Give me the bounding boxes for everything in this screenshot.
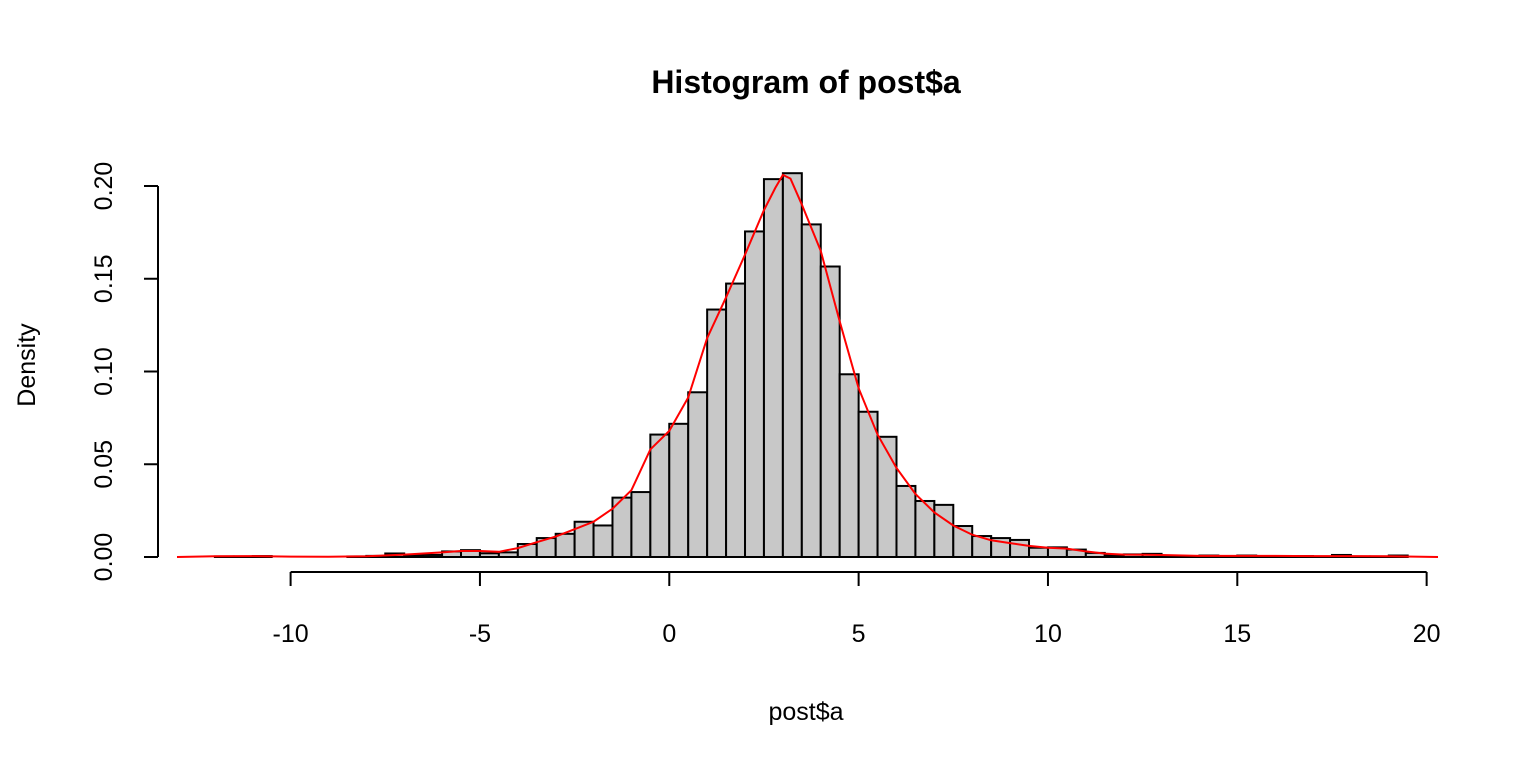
histogram-bar-20 (592, 524, 614, 558)
histogram-bar-22 (630, 491, 652, 559)
histogram-bars (213, 172, 1409, 559)
x-axis: -10 -5 0 5 10 15 20 (273, 571, 1441, 648)
histogram-bar-23 (649, 433, 671, 559)
histogram-bar-43 (1028, 546, 1049, 558)
histogram-bar-29 (762, 178, 784, 558)
histogram-bar-26 (706, 308, 728, 559)
y-axis: 0.00 0.05 0.10 0.15 0.20 (90, 162, 159, 582)
chart-title: Histogram of post$a (651, 64, 961, 100)
histogram-bar-36 (895, 484, 917, 559)
histogram-bar-10 (403, 554, 425, 559)
y-tick-label-0: 0.00 (90, 533, 118, 582)
x-tick-label-4: 10 (1034, 620, 1062, 648)
histogram-bar-34 (857, 410, 879, 558)
x-tick-label-5: 15 (1223, 620, 1251, 648)
y-tick-label-4: 0.20 (90, 162, 118, 211)
histogram-bar-38 (933, 503, 955, 558)
x-tick-label-3: 5 (852, 620, 866, 648)
histogram-bar-31 (800, 223, 822, 558)
histogram-bar-28 (744, 230, 765, 558)
histogram-bar-18 (554, 532, 576, 558)
x-tick-label-1: -5 (469, 620, 491, 648)
histogram-bar-30 (781, 172, 803, 558)
y-tick-label-2: 0.10 (90, 347, 118, 396)
histogram-bar-11 (422, 553, 444, 559)
histogram-bar-15 (497, 551, 519, 558)
density-curve (176, 173, 1439, 558)
x-axis-label: post$a (768, 698, 843, 726)
histogram-bar-47 (1103, 554, 1125, 559)
histogram-bar-27 (725, 282, 747, 558)
y-axis-label: Density (13, 323, 41, 407)
histogram-bar-33 (838, 373, 860, 558)
histogram-bar-25 (687, 391, 709, 558)
x-tick-label-2: 0 (662, 620, 676, 648)
histogram-bar-35 (876, 435, 898, 558)
histogram-bar-42 (1009, 538, 1031, 558)
y-tick-label-1: 0.05 (90, 440, 118, 489)
y-tick-label-3: 0.15 (90, 254, 118, 303)
histogram-bar-14 (478, 552, 500, 558)
x-tick-label-6: 20 (1413, 620, 1441, 648)
x-tick-label-0: -10 (273, 620, 309, 648)
histogram-bar-24 (668, 422, 690, 558)
